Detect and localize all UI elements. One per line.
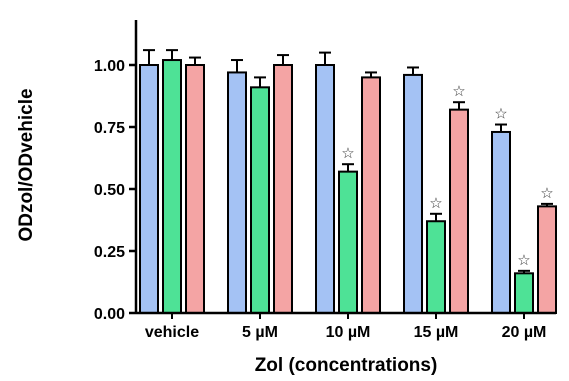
y-tick-label: 0.25 — [94, 244, 125, 261]
bar — [250, 86, 270, 314]
bar — [315, 64, 335, 314]
significance-star: ☆ — [540, 184, 553, 202]
bar — [361, 76, 381, 315]
bars-layer — [139, 59, 557, 315]
significance-star: ☆ — [341, 144, 354, 162]
x-tick-label: 10 µM — [326, 324, 371, 341]
bar — [185, 64, 205, 314]
significance-star: ☆ — [452, 82, 465, 100]
bar — [273, 64, 293, 314]
bar — [491, 130, 511, 314]
y-tick-label: 0.00 — [94, 306, 125, 323]
bar — [338, 170, 358, 314]
y-tick-label: 1.00 — [94, 58, 125, 75]
bar — [426, 220, 446, 315]
bar — [403, 73, 423, 314]
x-ticks-layer: vehicle 5 µM 10 µM 15 µM 20 µM — [145, 313, 547, 341]
significance-star: ☆ — [429, 194, 442, 212]
x-tick-label: 20 µM — [502, 324, 547, 341]
y-ticks-layer: 0.00 0.25 0.50 0.75 1.00 — [94, 58, 136, 323]
y-axis-title: ODzol/ODvehicle — [16, 88, 37, 241]
x-tick-label: 5 µM — [242, 324, 278, 341]
bar — [449, 108, 469, 314]
bar — [227, 71, 247, 314]
y-tick-label: 0.75 — [94, 120, 125, 137]
bar — [514, 272, 534, 315]
x-axis-title: Zol (concentrations) — [255, 355, 438, 376]
y-tick-label: 0.50 — [94, 182, 125, 199]
bar — [537, 205, 557, 314]
significance-star: ☆ — [494, 105, 507, 123]
significance-star: ☆ — [517, 251, 530, 269]
axes-layer — [134, 20, 556, 315]
x-tick-label: 15 µM — [414, 324, 459, 341]
x-tick-label: vehicle — [145, 324, 199, 341]
bar — [139, 64, 159, 314]
bar — [162, 59, 182, 315]
error-bars-layer — [143, 49, 553, 274]
significance-markers-layer: ☆ ☆ ☆ ☆ ☆ ☆ — [341, 82, 553, 269]
